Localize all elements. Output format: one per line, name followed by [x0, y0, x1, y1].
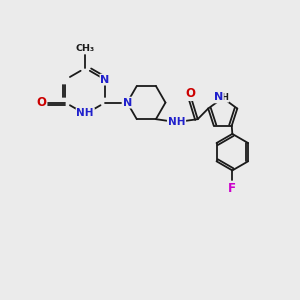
- Text: F: F: [228, 182, 236, 195]
- Text: N: N: [100, 75, 110, 85]
- Text: NH: NH: [76, 109, 94, 118]
- Text: NH: NH: [168, 117, 185, 127]
- Text: N: N: [214, 92, 223, 102]
- Text: H: H: [222, 93, 229, 102]
- Text: O: O: [36, 96, 46, 109]
- Text: N: N: [123, 98, 132, 108]
- Text: CH₃: CH₃: [76, 44, 95, 53]
- Text: O: O: [185, 87, 195, 100]
